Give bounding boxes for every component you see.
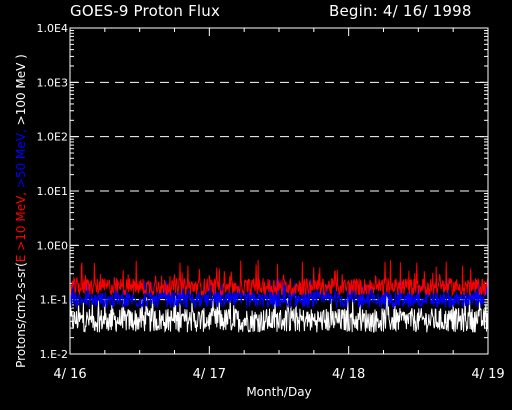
y-axis-label-part-3: >100 MeV ) xyxy=(14,54,28,125)
begin-date: Begin: 4/ 16/ 1998 xyxy=(329,2,472,20)
y-tick-label: 1.0E4 xyxy=(37,22,68,35)
y-tick-label: 1.0E3 xyxy=(37,76,68,89)
y-axis-label-part-0: Protons/cm2-s-sr( xyxy=(14,262,28,368)
series-line-10-mev xyxy=(69,259,489,297)
y-tick-label: 1.0E1 xyxy=(37,185,68,198)
chart-title: GOES-9 Proton Flux xyxy=(70,2,221,20)
x-tick-label: 4/ 19 xyxy=(471,367,504,382)
y-axis-label-part-2: >50 MeV, xyxy=(14,125,28,188)
y-tick-label: 1.E-2 xyxy=(40,348,68,361)
series-line-50-mev xyxy=(69,278,489,309)
y-axis-label-part-1: E >10 MeV, xyxy=(14,188,28,262)
x-tick-label: 4/ 16 xyxy=(53,367,86,382)
x-tick-label: 4/ 17 xyxy=(193,367,226,382)
series-line-100-mev xyxy=(69,295,489,334)
y-tick-label: 1.0E0 xyxy=(37,239,68,252)
x-axis-label: Month/Day xyxy=(246,385,311,399)
y-axis-label: Protons/cm2-s-sr(E >10 MeV, >50 MeV, >10… xyxy=(14,54,28,368)
plot-frame xyxy=(69,27,489,355)
x-tick-label: 4/ 18 xyxy=(332,367,365,382)
y-tick-label: 1.0E2 xyxy=(37,131,68,144)
y-tick-label: 1.E-1 xyxy=(40,294,68,307)
